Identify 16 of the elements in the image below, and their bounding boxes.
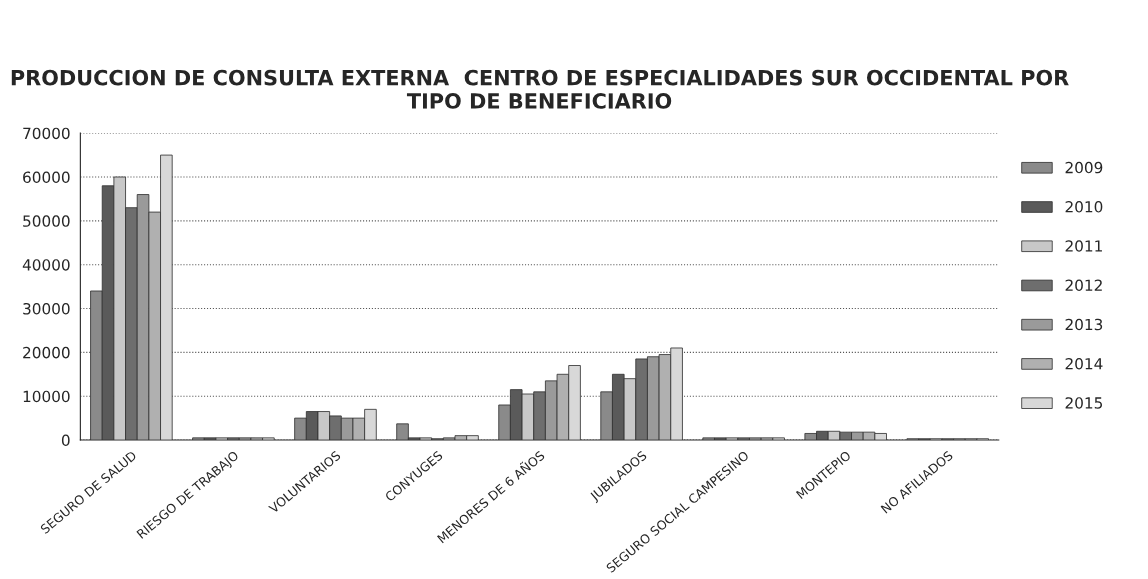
legend-label: 2013 [1065, 318, 1103, 331]
y-tick-label: 50000 [23, 215, 70, 227]
y-tick-label: 0 [61, 434, 70, 447]
y-tick-label: 10000 [23, 390, 70, 403]
legend-label: 2011 [1065, 240, 1102, 252]
y-tick-label: 60000 [23, 171, 70, 184]
y-tick-label: 40000 [22, 259, 70, 271]
y-tick-label: 70000 [23, 127, 70, 140]
y-tick-label: 20000 [23, 346, 70, 359]
legend-label: 2015 [1065, 397, 1103, 409]
legend-label: 2009 [1065, 161, 1103, 174]
legend-label: 2010 [1065, 201, 1103, 213]
chart-title: PRODUCCION DE CONSULTA EXTERNA CENTRO DE ESPECIALIDADES SUR OCCIDENTAL POR TIPO DE BENEFICIARIO [11, 69, 1069, 109]
legend-label: 2014 [1065, 357, 1103, 370]
y-tick-label: 30000 [23, 302, 70, 315]
legend-label: 2012 [1065, 279, 1102, 292]
